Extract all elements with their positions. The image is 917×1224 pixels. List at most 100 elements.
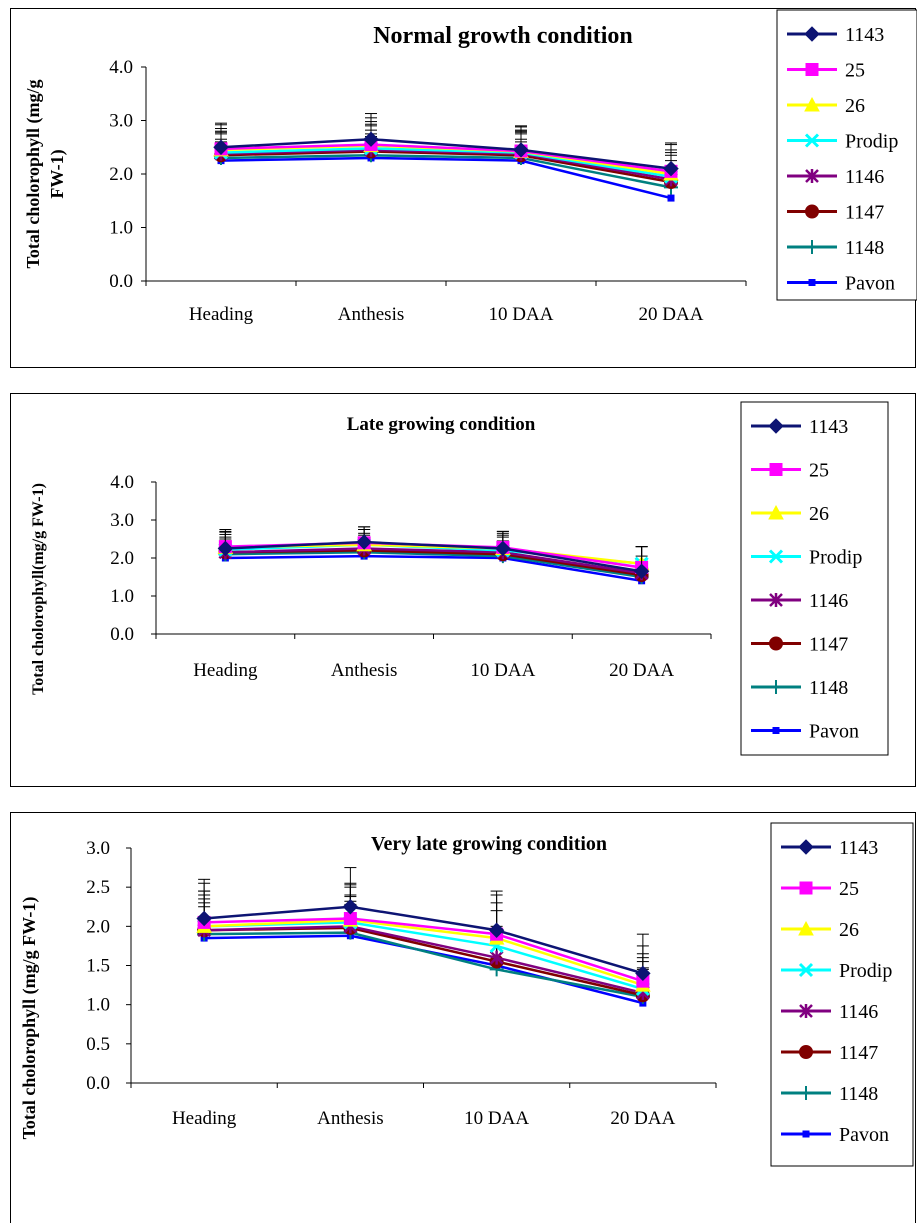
legend-item-1148: 1148 — [787, 237, 884, 259]
legend-marker-1147 — [799, 1045, 813, 1059]
data-point-1143-heading — [196, 910, 212, 927]
legend-marker-26 — [798, 920, 814, 936]
series-line-25 — [204, 917, 644, 983]
legend-marker-1143 — [768, 418, 784, 434]
legend-item-1143: 1143 — [751, 416, 848, 438]
series-line-1143 — [220, 137, 672, 170]
legend-item-1147: 1147 — [781, 1042, 878, 1064]
legend-marker-1147 — [769, 636, 783, 651]
chart-title: Late growing condition — [347, 414, 536, 435]
data-point-1143-20-daa — [633, 563, 650, 580]
legend-item-26: 26 — [751, 503, 829, 525]
legend-normal: 1143 25 26 Prodip 1146 1147 1148 Pavon — [776, 9, 917, 301]
legend-marker-prodip — [798, 962, 814, 978]
series-1143 — [196, 867, 651, 982]
legend-item-25: 25 — [787, 60, 865, 82]
data-point-1143-10-daa — [488, 922, 505, 938]
legend-label: Prodip — [809, 547, 862, 569]
legend-label: 26 — [839, 919, 859, 941]
y-tick-label: 0.0 — [86, 1073, 110, 1094]
series-line-1148 — [220, 154, 672, 189]
y-tick-label: 2.0 — [110, 548, 134, 569]
legend-label: 26 — [809, 503, 829, 525]
series-line-1146 — [225, 547, 642, 575]
legend-item-prodip: Prodip — [751, 547, 862, 569]
y-tick-label: 0.0 — [110, 624, 134, 645]
legend-label: 1146 — [809, 590, 848, 612]
legend-label: 1143 — [809, 416, 848, 438]
legend-item-prodip: Prodip — [781, 960, 892, 982]
data-point-1143-anthesis — [363, 131, 379, 147]
legend-label: 26 — [845, 95, 865, 117]
legend-item-1148: 1148 — [781, 1083, 878, 1105]
legend-item-1143: 1143 — [781, 837, 878, 859]
legend-marker-26 — [768, 504, 784, 520]
series-line-1148 — [204, 931, 644, 999]
data-point-1143-20-daa — [635, 965, 651, 982]
y-tick-label: 4.0 — [109, 57, 133, 78]
data-point-1143-anthesis — [356, 534, 372, 550]
data-point-1143-anthesis — [342, 899, 359, 915]
legend-very-late: 1143 25 26 Prodip 1146 1147 1148 Pavon — [770, 822, 914, 1167]
legend-marker-25 — [769, 463, 783, 476]
legend-label: Pavon — [809, 721, 859, 743]
data-point-1143-10-daa — [513, 142, 529, 158]
x-tick-label-10-daa: 10 DAA — [489, 304, 554, 325]
legend-item-25: 25 — [751, 460, 829, 482]
legend-marker-25 — [799, 881, 813, 895]
legend-label: 25 — [809, 460, 829, 482]
legend-label: 1143 — [845, 24, 884, 46]
x-tick-label-10-daa: 10 DAA — [470, 660, 535, 681]
x-tick-label-20-daa: 20 DAA — [610, 1108, 675, 1129]
data-point-1143-heading — [217, 540, 234, 557]
chart-normal-svg: Normal growth condition Total cholorophyl… — [23, 9, 917, 325]
series-1143 — [213, 113, 679, 177]
x-tick-label-anthesis: Anthesis — [317, 1108, 384, 1129]
legend-marker-1143 — [804, 26, 820, 42]
y-tick-label: 0.5 — [86, 1034, 110, 1055]
data-point-1143-heading — [213, 139, 229, 155]
x-tick-label-10-daa: 10 DAA — [464, 1108, 529, 1129]
y-tick-label: 1.0 — [110, 586, 134, 607]
legend-label: Pavon — [839, 1124, 889, 1146]
chart-panel-late: Late growing condition Total cholorophyll… — [10, 393, 916, 787]
legend-item-pavon: Pavon — [751, 721, 859, 743]
legend-label: 1143 — [839, 837, 878, 859]
legend-marker-pavon — [808, 279, 816, 286]
y-tick-label: 4.0 — [110, 472, 134, 493]
legend-label: 1148 — [839, 1083, 878, 1105]
legend-label: Prodip — [839, 960, 892, 982]
legend-marker-26 — [804, 96, 820, 112]
legend-item-pavon: Pavon — [787, 273, 895, 295]
x-tick-label-heading: Heading — [172, 1108, 237, 1129]
legend-item-pavon: Pavon — [781, 1124, 889, 1146]
series-line-1147 — [220, 150, 672, 184]
y-tick-label: 0.0 — [109, 271, 133, 292]
legend-marker-prodip — [804, 133, 820, 148]
legend-label: Prodip — [845, 131, 898, 153]
y-axis-label: Total cholorophyll(mg/g FW-1) — [30, 483, 47, 695]
y-tick-label: 1.5 — [86, 956, 110, 977]
legend-label: 25 — [839, 878, 859, 900]
series-line-pavon — [220, 156, 672, 200]
series-line-25 — [220, 143, 672, 173]
data-point-1146-10-daa — [489, 950, 504, 965]
legend-item-1146: 1146 — [787, 166, 884, 188]
y-tick-label: 2.5 — [86, 877, 110, 898]
x-tick-label-anthesis: Anthesis — [331, 660, 398, 681]
y-tick-label: 2.0 — [109, 164, 133, 185]
y-tick-label: 3.0 — [86, 838, 110, 859]
y-tick-label: 2.0 — [86, 916, 110, 937]
legend-marker-1143 — [798, 839, 814, 855]
legend-item-1143: 1143 — [787, 24, 884, 46]
series-line-1143 — [204, 905, 644, 975]
legend-label: 1148 — [809, 677, 848, 699]
legend-label: 1147 — [845, 202, 884, 224]
legend-late: 1143 25 26 Prodip 1146 1147 1148 Pavon — [740, 401, 889, 756]
legend-item-26: 26 — [787, 95, 865, 117]
legend-label: Pavon — [845, 273, 895, 295]
legend-marker-25 — [805, 63, 819, 76]
series-line-1146 — [220, 148, 672, 181]
series-line-1143 — [225, 540, 642, 573]
y-axis-label: Total cholorophyll (mg/g FW-1) — [23, 79, 68, 268]
